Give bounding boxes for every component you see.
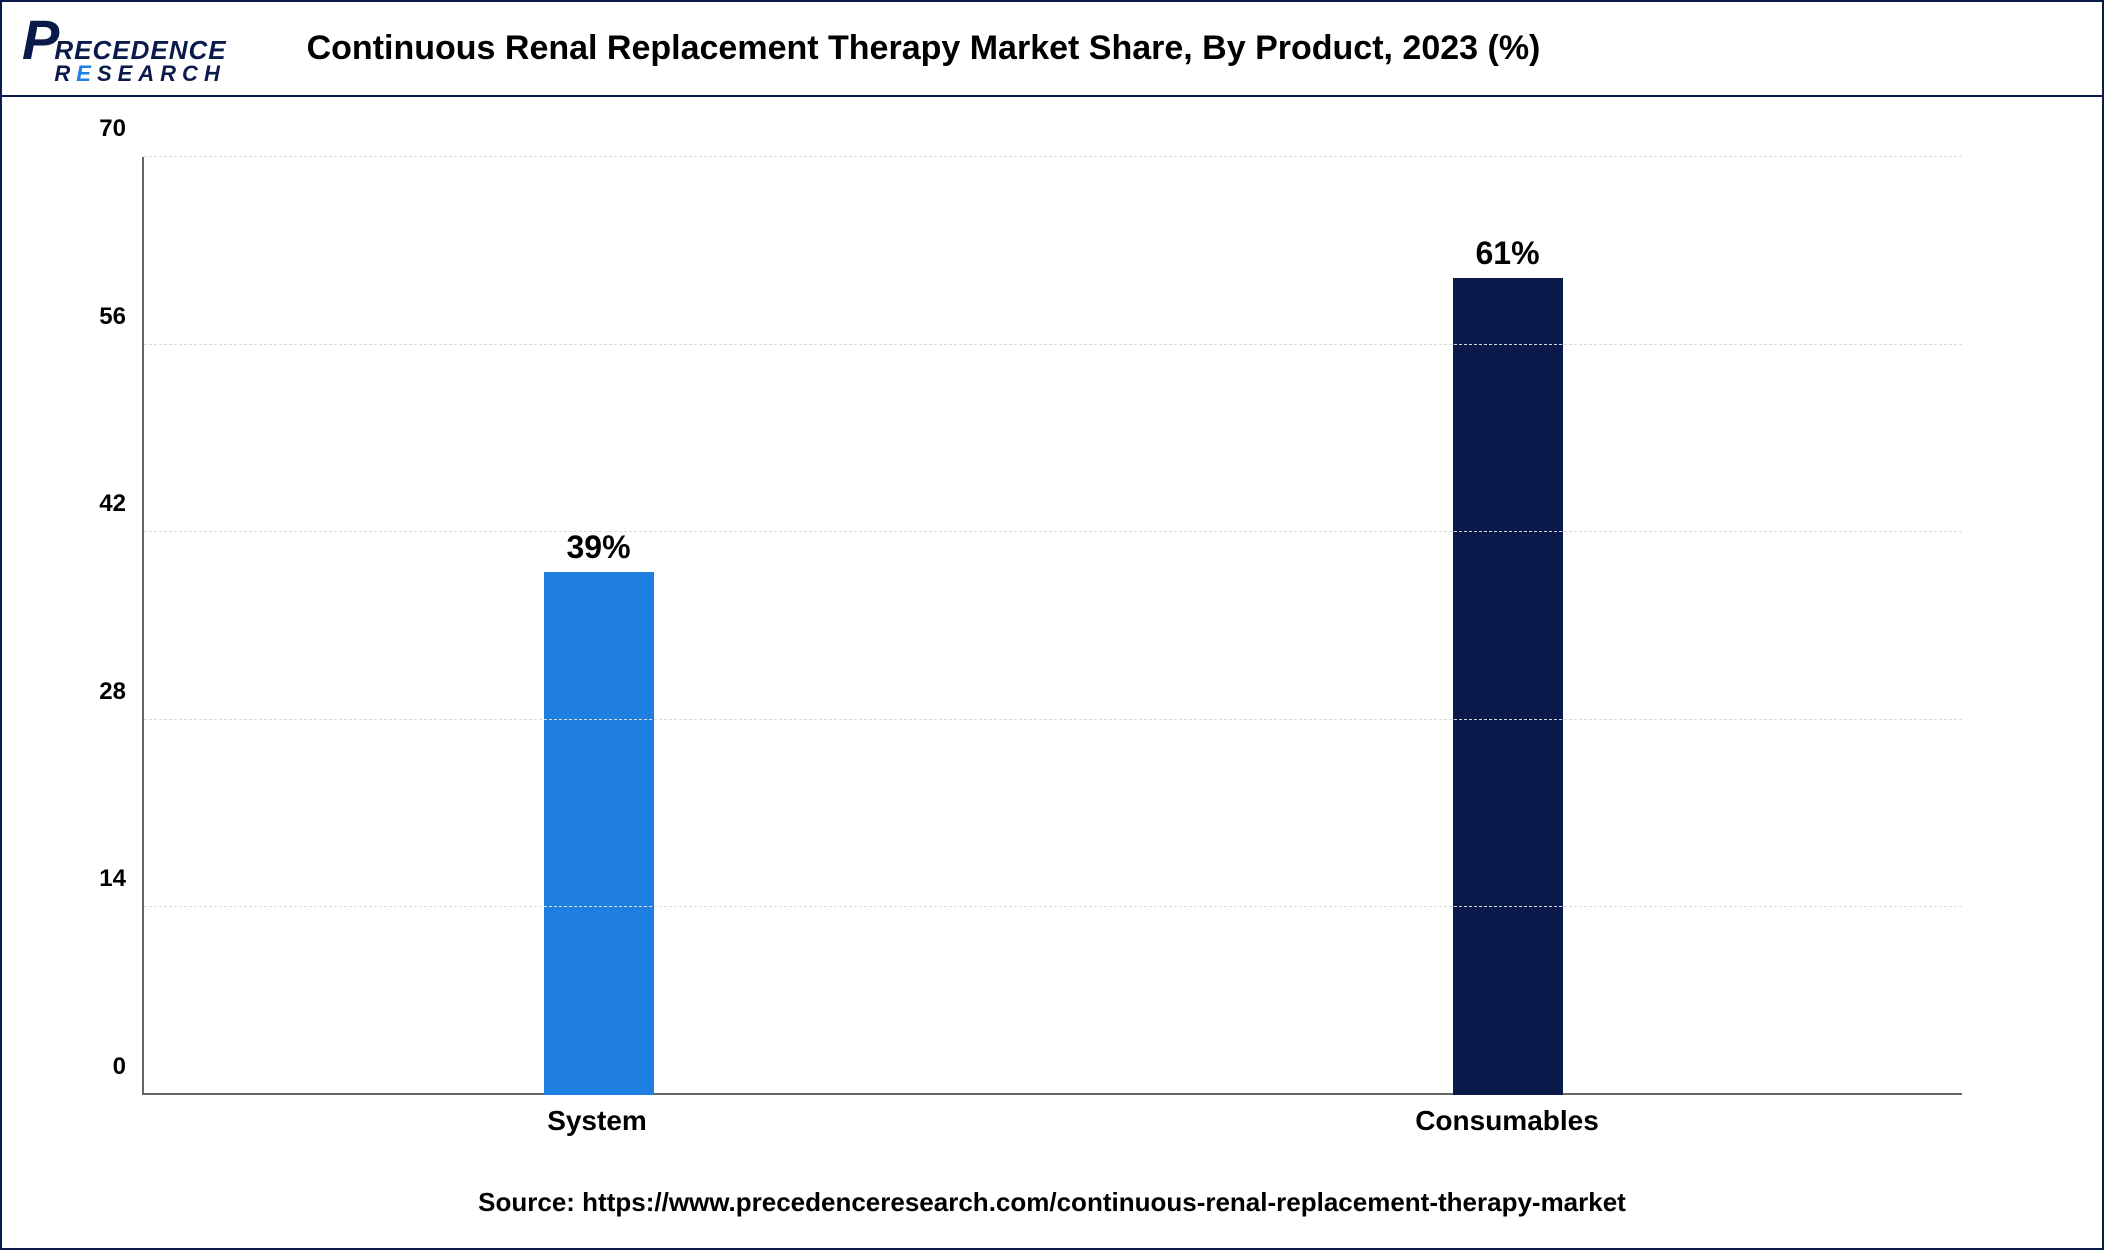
x-axis-label: Consumables [1052,1105,1962,1137]
bar-value-label: 39% [566,529,630,572]
logo-bottom-post: SEARCH [97,61,226,86]
logo-bottom-line: RESEARCH [54,63,226,85]
gridline [144,344,1962,345]
x-axis-label: System [142,1105,1052,1137]
bar: 61% [1453,278,1563,1095]
plot-area: 39%61% 01428425670 [142,157,1962,1095]
chart-frame: P RECEDENCE RESEARCH Continuous Renal Re… [0,0,2104,1250]
bar-slot: 39% [144,157,1053,1095]
brand-logo: P RECEDENCE RESEARCH [22,12,227,85]
x-axis-labels: SystemConsumables [142,1095,1962,1137]
logo-top-line: RECEDENCE [54,37,226,63]
y-tick-label: 0 [113,1053,144,1081]
chart-title: Continuous Renal Replacement Therapy Mar… [307,29,2082,68]
plot: 39%61% 01428425670 SystemConsumables [142,157,1962,1137]
y-tick-label: 14 [99,865,144,893]
gridline [144,719,1962,720]
gridline [144,906,1962,907]
header: P RECEDENCE RESEARCH Continuous Renal Re… [2,2,2102,97]
source-citation: Source: https://www.precedenceresearch.c… [2,1177,2102,1248]
source-url: https://www.precedenceresearch.com/conti… [582,1187,1626,1217]
source-prefix: Source: [478,1187,582,1217]
y-tick-label: 56 [99,303,144,331]
bar-value-label: 61% [1475,235,1539,278]
logo-text: RECEDENCE RESEARCH [54,37,226,85]
bars-container: 39% 61% [144,157,1962,1095]
y-tick-label: 28 [99,678,144,706]
y-tick-label: 42 [99,490,144,518]
logo-bottom-accent: E [76,61,97,86]
gridline [144,531,1962,532]
bar: 39% [544,572,654,1095]
logo-bottom-pre: R [54,61,76,86]
y-tick-label: 70 [99,115,144,143]
gridline [144,156,1962,157]
bar-slot: 61% [1053,157,1962,1095]
chart-area: 39% 61% 0 14 28 42 56 70 SystemConsumables [2,97,2102,1177]
